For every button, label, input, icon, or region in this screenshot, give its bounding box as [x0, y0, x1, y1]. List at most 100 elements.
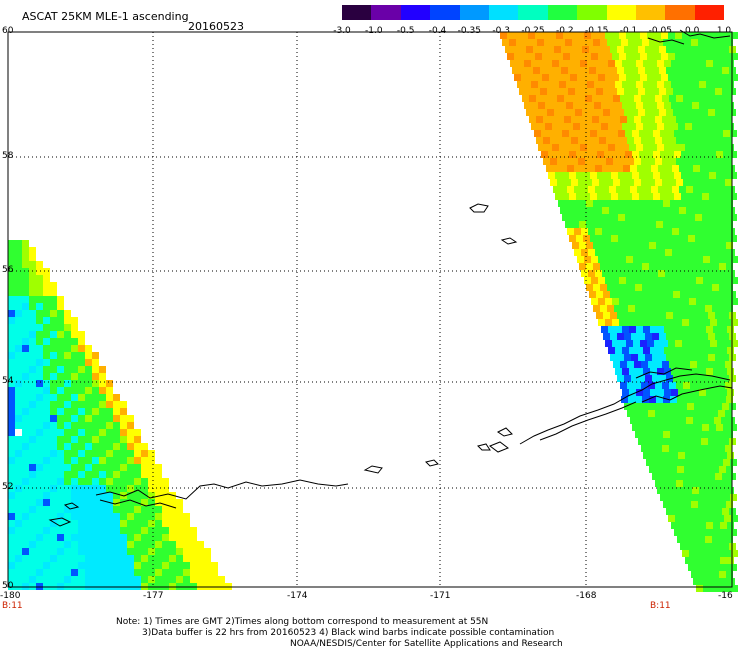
wind-cell: [678, 81, 685, 88]
coastline-segment: [519, 373, 731, 445]
wind-cell: [640, 32, 647, 39]
wind-cell: [141, 492, 148, 499]
wind-cell: [703, 585, 710, 592]
wind-cell: [162, 520, 169, 527]
wind-cell: [629, 102, 636, 109]
latitude-label: 58: [2, 151, 14, 161]
wind-cell: [570, 32, 577, 39]
wind-cell: [64, 415, 71, 422]
wind-cell: [599, 116, 606, 123]
colorbar-segment: [400, 5, 431, 20]
wind-cell: [92, 359, 99, 366]
wind-cell: [64, 359, 71, 366]
wind-cell: [533, 46, 540, 53]
wind-cell: [667, 459, 674, 466]
wind-cell: [22, 485, 29, 492]
wind-cell: [679, 270, 686, 277]
wind-cell: [8, 254, 15, 261]
wind-cell: [567, 228, 574, 235]
wind-cell: [623, 165, 630, 172]
wind-cell: [720, 81, 727, 88]
wind-cell: [141, 450, 148, 457]
wind-cell: [71, 485, 78, 492]
wind-cell: [50, 429, 57, 436]
wind-cell: [698, 284, 705, 291]
wind-cell: [565, 221, 572, 228]
wind-cell: [723, 172, 730, 179]
wind-cell: [703, 74, 710, 81]
wind-cell: [687, 375, 694, 382]
wind-cell: [50, 394, 57, 401]
wind-cell: [684, 305, 691, 312]
wind-cell: [609, 228, 616, 235]
wind-cell: [660, 214, 667, 221]
colorbar-tick-label: -3.0: [333, 26, 351, 36]
wind-cell: [687, 291, 694, 298]
wind-cell: [15, 387, 22, 394]
wind-cell: [674, 529, 681, 536]
wind-cell: [699, 347, 706, 354]
wind-cell: [590, 172, 597, 179]
wind-cell: [717, 550, 724, 557]
wind-cell: [57, 443, 64, 450]
wind-cell: [693, 249, 700, 256]
wind-cell: [588, 207, 595, 214]
wind-cell: [64, 338, 71, 345]
wind-cell: [595, 249, 602, 256]
wind-cell: [620, 361, 627, 368]
wind-cell: [64, 471, 71, 478]
wind-cell: [15, 548, 22, 555]
wind-cell: [92, 471, 99, 478]
wind-cell: [668, 515, 675, 522]
wind-cell: [637, 249, 644, 256]
wind-cell: [113, 457, 120, 464]
wind-cell: [652, 473, 659, 480]
wind-cell: [134, 513, 141, 520]
wind-cell: [8, 506, 15, 513]
wind-cell: [134, 450, 141, 457]
wind-cell: [78, 485, 85, 492]
wind-cell: [681, 214, 688, 221]
wind-cell: [633, 256, 640, 263]
wind-cell: [531, 81, 538, 88]
wind-cell: [588, 165, 595, 172]
wind-cell: [629, 81, 636, 88]
wind-cell: [699, 452, 706, 459]
wind-cell: [583, 214, 590, 221]
wind-cell: [57, 380, 64, 387]
wind-cell: [106, 569, 113, 576]
wind-cell: [64, 555, 71, 562]
wind-cell: [583, 130, 590, 137]
wind-cell: [8, 569, 15, 576]
wind-cell: [686, 270, 693, 277]
wind-cell: [535, 53, 542, 60]
wind-cell: [29, 380, 36, 387]
wind-cell: [642, 263, 649, 270]
wind-cell: [22, 303, 29, 310]
wind-cell: [711, 179, 718, 186]
wind-cell: [15, 513, 22, 520]
wind-cell: [591, 74, 598, 81]
wind-cell: [176, 562, 183, 569]
wind-cell: [71, 457, 78, 464]
wind-cell: [71, 541, 78, 548]
wind-cell: [15, 499, 22, 506]
wind-cell: [658, 207, 665, 214]
wind-cell: [730, 459, 737, 466]
wind-cell: [43, 380, 50, 387]
wind-cell: [694, 375, 701, 382]
wind-cell: [15, 471, 22, 478]
wind-cell: [727, 487, 734, 494]
wind-cell: [29, 296, 36, 303]
wind-cell: [639, 130, 646, 137]
wind-cell: [43, 303, 50, 310]
wind-cell: [656, 284, 663, 291]
colorbar-tick-label: -0.1: [619, 26, 638, 36]
wind-cell: [640, 319, 647, 326]
wind-cell: [43, 429, 50, 436]
wind-cell: [635, 305, 642, 312]
wind-cell: [638, 438, 645, 445]
wind-cell: [687, 312, 694, 319]
wind-cell: [655, 480, 662, 487]
wind-cell: [29, 492, 36, 499]
